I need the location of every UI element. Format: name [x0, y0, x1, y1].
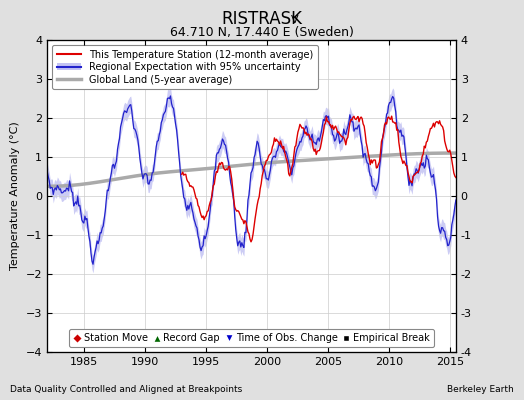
Text: 64.710 N, 17.440 E (Sweden): 64.710 N, 17.440 E (Sweden)	[170, 26, 354, 39]
Y-axis label: Temperature Anomaly (°C): Temperature Anomaly (°C)	[10, 122, 20, 270]
Text: Data Quality Controlled and Aligned at Breakpoints: Data Quality Controlled and Aligned at B…	[10, 385, 243, 394]
Legend: Station Move, Record Gap, Time of Obs. Change, Empirical Break: Station Move, Record Gap, Time of Obs. C…	[69, 329, 434, 347]
Text: V: V	[291, 15, 299, 25]
Text: RISTRASK: RISTRASK	[222, 10, 302, 28]
Text: Berkeley Earth: Berkeley Earth	[447, 385, 514, 394]
